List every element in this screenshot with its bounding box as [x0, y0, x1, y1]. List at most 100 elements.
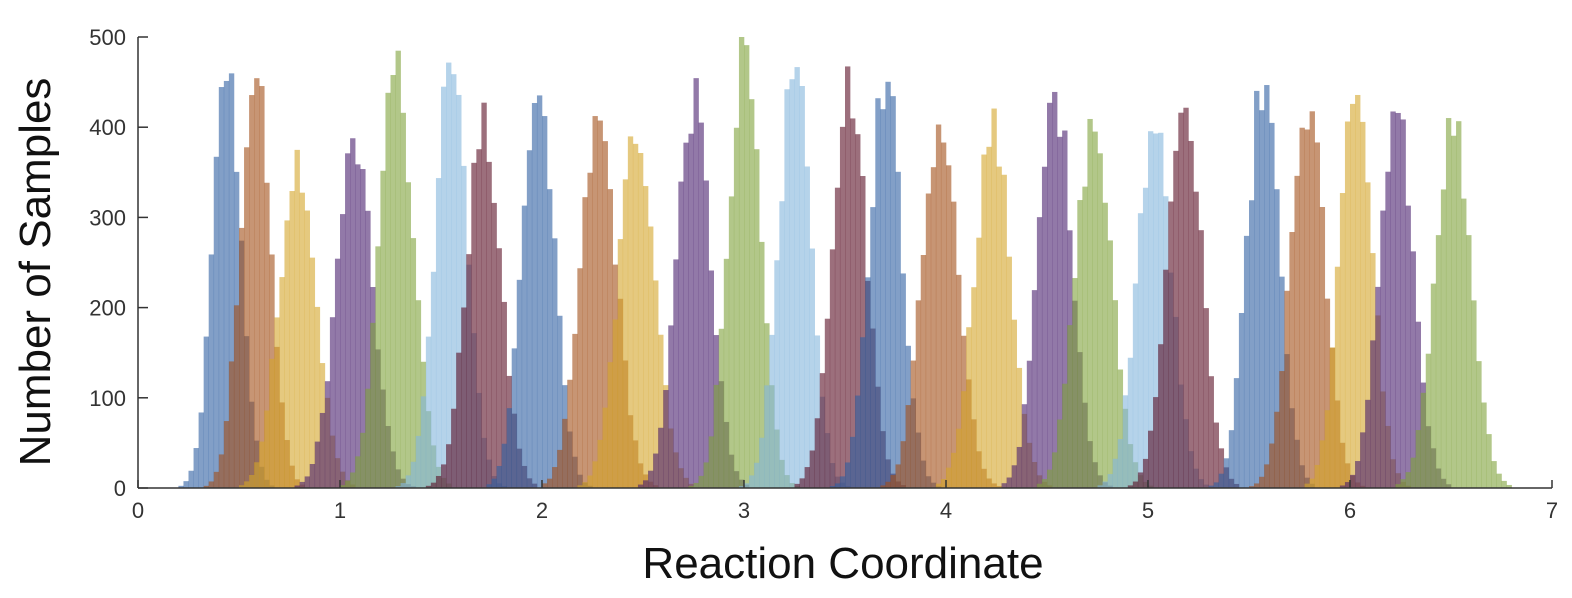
histogram-bar [703, 180, 709, 488]
histogram-bar [946, 165, 952, 488]
histogram-bar [536, 95, 543, 488]
histogram-bar [627, 136, 634, 488]
histogram-bar [259, 441, 265, 488]
histogram-bar [244, 481, 250, 488]
histogram-bar [1072, 278, 1078, 488]
histogram-bar [481, 102, 487, 489]
y-tick-label: 200 [89, 296, 126, 321]
x-tick-label: 6 [1344, 498, 1356, 523]
y-tick-label: 400 [89, 115, 126, 140]
histogram-bar [885, 481, 891, 488]
histogram-bar [355, 164, 361, 489]
histogram-bar [744, 483, 750, 488]
histogram-bar [749, 475, 755, 488]
histogram-bar [1052, 452, 1058, 488]
histogram-bar [1077, 200, 1083, 489]
histogram-bar [688, 133, 694, 488]
histogram-bar [218, 454, 225, 488]
histogram-bar [1294, 175, 1300, 488]
histogram-bar [1158, 344, 1164, 488]
histogram-bar [804, 166, 810, 489]
histogram-bar [754, 149, 760, 488]
histogram-bar [552, 467, 558, 488]
histogram-bar [1314, 464, 1320, 488]
histogram-bar [1299, 127, 1305, 488]
histogram-bar [1461, 198, 1467, 488]
histogram-bar [809, 450, 815, 488]
histogram-bar [718, 328, 725, 488]
histogram-bar [653, 280, 659, 488]
histogram-bar [951, 452, 957, 488]
histogram-bar [239, 485, 245, 488]
histogram-bar [198, 412, 204, 488]
histogram-bar [602, 407, 608, 488]
histogram-bar [794, 67, 800, 488]
histogram-bar [208, 481, 215, 488]
histogram-bar [501, 301, 507, 488]
histogram-bar [1168, 201, 1174, 488]
x-tick-label: 5 [1142, 498, 1154, 523]
histogram-bar [516, 279, 523, 488]
histogram-bar [582, 197, 588, 488]
histogram-bar [274, 317, 280, 488]
histogram-bar [542, 483, 548, 488]
histogram-bar [203, 336, 209, 488]
histogram-bar [446, 62, 452, 489]
histogram-bar [1415, 430, 1421, 488]
histogram-bar [693, 482, 699, 488]
histogram-bar [1451, 135, 1457, 488]
histogram-bar [1112, 458, 1118, 488]
histogram-bar [905, 405, 911, 488]
histogram-bar [1148, 131, 1154, 488]
histogram-bar [678, 181, 684, 488]
histogram-bar [239, 227, 245, 488]
histogram-bar [1067, 325, 1073, 488]
histogram-bar [299, 481, 305, 488]
histogram-bar [1102, 202, 1108, 488]
histogram-bar [1410, 251, 1416, 488]
histogram-bar [966, 327, 972, 488]
histogram-bar [466, 254, 472, 488]
bars-layer [178, 37, 1512, 489]
histogram-bar [420, 396, 427, 488]
histogram-bar [1137, 213, 1144, 488]
histogram-bar [1309, 478, 1315, 488]
histogram-bar [385, 92, 391, 488]
histogram-bar [228, 361, 235, 488]
histogram-bar [1400, 479, 1406, 488]
histogram-bar [365, 388, 371, 488]
histogram-bar [1163, 269, 1169, 488]
histogram-bar [249, 475, 255, 488]
histogram-bar [991, 108, 997, 488]
histogram-bar [1036, 217, 1043, 488]
histogram-bar [1385, 171, 1391, 488]
histogram-bar [486, 484, 492, 488]
histogram-bar [1395, 112, 1401, 488]
histogram-bar [986, 146, 992, 488]
histogram-bar [1001, 174, 1007, 488]
histogram-bar [774, 260, 780, 488]
histogram-bar [910, 360, 916, 488]
histogram-bar [526, 150, 533, 488]
histogram-bar [1183, 107, 1189, 488]
histogram-bar [935, 483, 942, 488]
histogram-bar [542, 116, 548, 488]
histogram-bar [1102, 481, 1108, 488]
histogram-bar [1350, 103, 1356, 489]
histogram-bar [1501, 480, 1507, 488]
histogram-bar [491, 202, 497, 489]
x-axis-ticks: 0 1 2 3 4 5 6 7 [132, 480, 1558, 523]
histogram-bar [1466, 235, 1472, 488]
histogram-bar [365, 210, 371, 489]
histogram-bar [1041, 479, 1048, 488]
histogram-bar [814, 418, 821, 488]
histogram-bar [188, 470, 194, 488]
histogram-bar [562, 418, 568, 488]
histogram-bar [451, 74, 457, 489]
histogram-bar [395, 50, 401, 488]
histogram-bar [708, 436, 714, 488]
y-axis-ticks: 0 100 200 300 400 500 [89, 25, 148, 501]
histogram-bar [814, 335, 821, 488]
histogram-bar [870, 207, 876, 489]
histogram-bar [673, 259, 679, 488]
